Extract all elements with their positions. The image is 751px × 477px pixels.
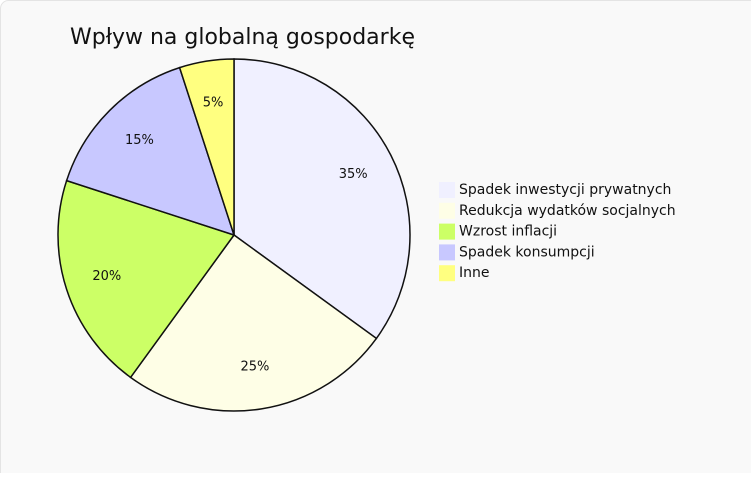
chart-title: Wpływ na globalną gospodarkę (70, 25, 415, 50)
legend-swatch (439, 203, 455, 219)
legend-label: Redukcja wydatków socjalnych (459, 203, 676, 219)
data-label: 35% (339, 167, 368, 182)
data-label: 25% (240, 360, 269, 375)
legend-swatch (439, 265, 455, 281)
legend-swatch (439, 182, 455, 198)
legend-label: Spadek konsumpcji (459, 244, 595, 260)
legend-swatch (439, 244, 455, 260)
legend-label: Wzrost inflacji (459, 224, 557, 240)
legend-label: Spadek inwestycji prywatnych (459, 182, 671, 198)
legend-swatch (439, 224, 455, 240)
data-label: 5% (203, 95, 224, 110)
legend-label: Inne (459, 265, 490, 281)
data-label: 15% (125, 133, 154, 148)
data-label: 20% (92, 269, 121, 284)
